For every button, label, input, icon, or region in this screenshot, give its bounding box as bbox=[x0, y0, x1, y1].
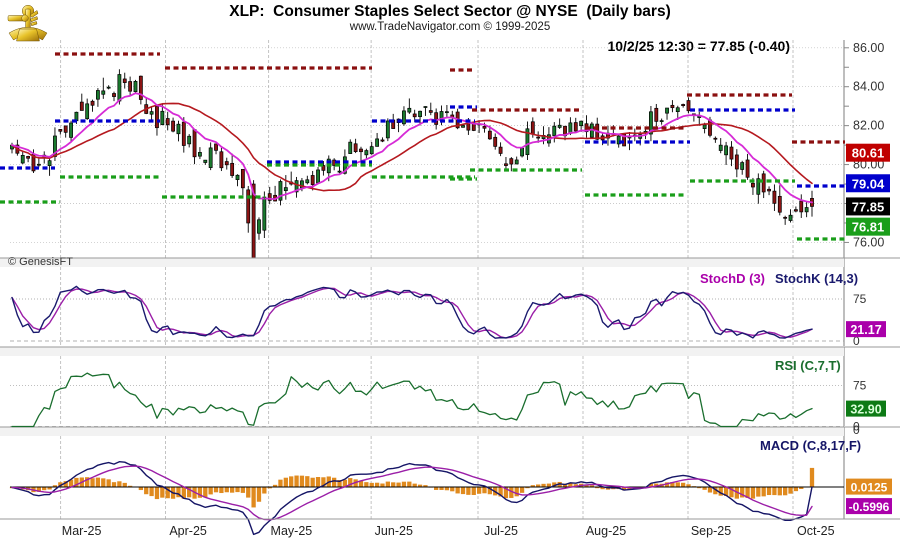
svg-text:Sep-25: Sep-25 bbox=[691, 524, 731, 538]
svg-text:77.85: 77.85 bbox=[852, 199, 885, 214]
svg-text:StochK (14,3): StochK (14,3) bbox=[775, 271, 858, 286]
svg-text:MACD (C,8,17,F): MACD (C,8,17,F) bbox=[760, 438, 861, 453]
svg-text:75: 75 bbox=[853, 379, 867, 393]
svg-text:0: 0 bbox=[853, 423, 860, 437]
svg-text:84.00: 84.00 bbox=[853, 80, 884, 94]
svg-text:www.TradeNavigator.com © 1999-: www.TradeNavigator.com © 1999-2025 bbox=[349, 21, 550, 33]
svg-text:76.81: 76.81 bbox=[852, 220, 885, 235]
svg-text:Apr-25: Apr-25 bbox=[169, 524, 207, 538]
svg-text:10/2/25 12:30 = 77.85 (-0.40): 10/2/25 12:30 = 77.85 (-0.40) bbox=[607, 38, 790, 54]
svg-text:RSI (C,7,T): RSI (C,7,T) bbox=[775, 358, 841, 373]
svg-text:Aug-25: Aug-25 bbox=[586, 524, 626, 538]
svg-text:Jul-25: Jul-25 bbox=[484, 524, 518, 538]
svg-text:StochD (3): StochD (3) bbox=[700, 271, 765, 286]
svg-text:21.17: 21.17 bbox=[850, 323, 881, 337]
svg-text:75: 75 bbox=[853, 292, 867, 306]
svg-text:79.04: 79.04 bbox=[852, 176, 885, 191]
svg-text:86.00: 86.00 bbox=[853, 41, 884, 55]
svg-text:-0.5996: -0.5996 bbox=[849, 500, 890, 514]
svg-text:80.61: 80.61 bbox=[852, 146, 885, 161]
svg-text:XLP: Consumer Staples Select: XLP: Consumer Staples Select Sector @ NY… bbox=[229, 3, 671, 20]
svg-text:May-25: May-25 bbox=[271, 524, 313, 538]
svg-text:Jun-25: Jun-25 bbox=[375, 524, 413, 538]
svg-text:© GenesisFT: © GenesisFT bbox=[8, 256, 73, 268]
svg-text:Oct-25: Oct-25 bbox=[797, 524, 835, 538]
svg-text:32.90: 32.90 bbox=[850, 403, 881, 417]
svg-text:76.00: 76.00 bbox=[853, 235, 884, 249]
svg-text:Mar-25: Mar-25 bbox=[62, 524, 102, 538]
svg-text:82.00: 82.00 bbox=[853, 119, 884, 133]
svg-text:0.0125: 0.0125 bbox=[851, 481, 888, 495]
